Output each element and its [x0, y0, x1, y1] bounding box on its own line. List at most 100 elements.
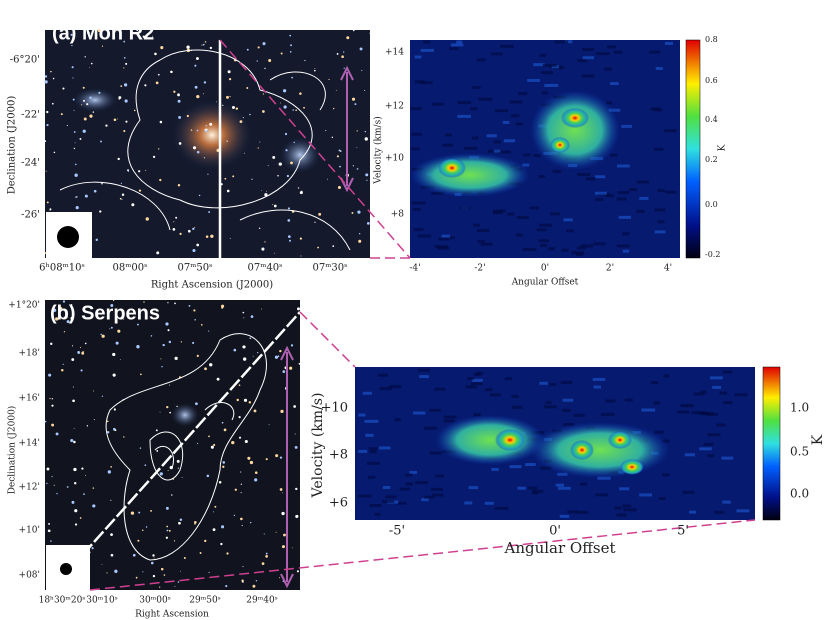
- label: 0.5: [790, 445, 809, 459]
- noise: [622, 249, 630, 253]
- star: [205, 129, 208, 133]
- noise: [550, 212, 560, 216]
- star: [110, 499, 112, 501]
- star: [196, 243, 200, 247]
- noise: [358, 413, 366, 417]
- star: [369, 32, 370, 34]
- star: [221, 306, 224, 309]
- noise: [368, 447, 378, 451]
- star: [101, 334, 105, 338]
- star: [49, 210, 51, 211]
- noise: [448, 236, 455, 240]
- star: [73, 109, 75, 111]
- star: [366, 179, 368, 181]
- star: [240, 483, 243, 485]
- star: [110, 553, 114, 557]
- noise: [557, 472, 568, 476]
- noise: [503, 139, 516, 143]
- star: [226, 95, 229, 99]
- star: [289, 51, 292, 53]
- noise: [595, 191, 607, 195]
- star: [165, 506, 169, 510]
- star: [51, 404, 54, 407]
- label: 08ᵐ00ˢ: [113, 263, 148, 274]
- star: [296, 570, 300, 573]
- noise: [539, 223, 553, 227]
- noise: [522, 163, 530, 167]
- star: [216, 377, 220, 381]
- star: [46, 201, 49, 204]
- noise: [420, 48, 434, 52]
- star: [123, 318, 125, 320]
- star: [186, 114, 189, 118]
- label: -5': [389, 524, 405, 539]
- star: [73, 147, 76, 150]
- star: [70, 33, 73, 36]
- label: 0': [541, 264, 549, 274]
- noise: [561, 248, 569, 252]
- noise: [719, 391, 728, 395]
- noise: [716, 423, 726, 427]
- star: [274, 355, 279, 359]
- label: Angular Offset: [511, 278, 579, 288]
- star: [138, 189, 142, 192]
- noise: [654, 430, 664, 434]
- star: [354, 103, 357, 106]
- star: [249, 337, 252, 340]
- noise: [542, 63, 557, 67]
- star: [249, 460, 254, 465]
- star: [289, 34, 292, 37]
- star: [142, 529, 144, 532]
- label: 18ʰ30ᵐ20ˢ: [39, 596, 86, 606]
- noise: [369, 450, 377, 454]
- star: [90, 62, 93, 65]
- star: [343, 67, 345, 69]
- star: [335, 89, 337, 91]
- star: [192, 146, 197, 150]
- star: [195, 402, 198, 406]
- star: [110, 465, 112, 468]
- star: [273, 252, 275, 254]
- star: [174, 302, 176, 305]
- star: [44, 140, 47, 143]
- noise: [712, 385, 722, 389]
- noise: [511, 394, 519, 398]
- star: [283, 533, 286, 537]
- star: [183, 556, 186, 559]
- noise: [523, 153, 531, 157]
- noise: [554, 40, 569, 44]
- star: [294, 445, 298, 449]
- star: [142, 35, 145, 38]
- star: [204, 539, 207, 543]
- star: [279, 349, 282, 353]
- label: Declination (J2000): [7, 406, 18, 495]
- star: [91, 547, 94, 550]
- star: [203, 81, 207, 84]
- noise: [437, 246, 450, 250]
- star: [49, 208, 52, 211]
- star: [51, 398, 54, 400]
- star: [286, 174, 290, 178]
- noise: [484, 501, 494, 505]
- star: [280, 52, 283, 55]
- star: [74, 509, 78, 513]
- star: [114, 569, 118, 573]
- star: [166, 405, 169, 409]
- noise: [509, 100, 523, 104]
- star: [181, 477, 183, 478]
- star: [106, 431, 110, 434]
- noise: [500, 44, 514, 48]
- star: [70, 438, 74, 443]
- star: [284, 132, 288, 136]
- star: [227, 70, 231, 74]
- star: [275, 531, 277, 533]
- noise: [607, 45, 617, 49]
- star: [192, 227, 195, 231]
- star: [157, 73, 160, 76]
- star: [177, 99, 181, 103]
- star: [278, 577, 281, 579]
- star: [200, 323, 203, 326]
- star: [289, 366, 293, 370]
- noise: [559, 514, 570, 518]
- star: [280, 102, 282, 104]
